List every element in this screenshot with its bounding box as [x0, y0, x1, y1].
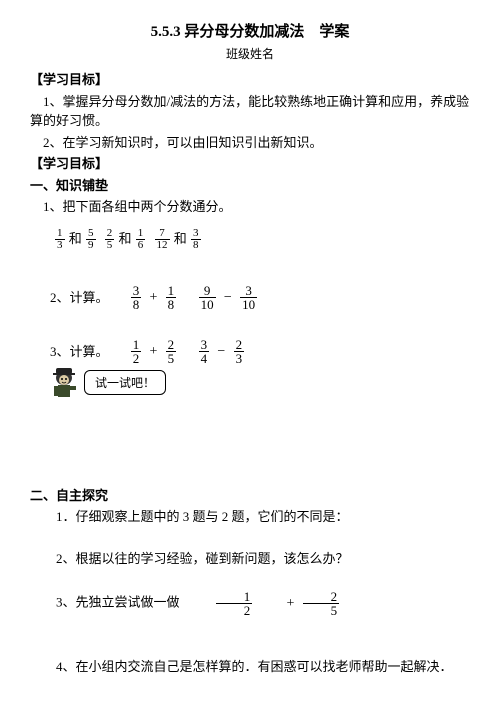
- fraction: 25: [166, 338, 177, 365]
- and-text: 和: [119, 231, 132, 246]
- expression-2a: 38 + 18: [130, 284, 177, 312]
- fraction-group-row: 13 和 59 25 和 16 712 和 38: [54, 225, 470, 252]
- fraction-group-3: 712 和 38: [154, 226, 202, 252]
- fraction: 38: [191, 228, 201, 251]
- fraction: 13: [55, 228, 65, 251]
- sec2-item-3-text: 3、先独立尝试做一做: [56, 595, 180, 610]
- expression-3a: 12 + 25: [130, 338, 177, 366]
- plus-op: +: [150, 284, 158, 312]
- sec2-item-2: 2、根据以往的学习经验，碰到新问题，该怎么办？: [30, 549, 470, 569]
- fraction: 25: [105, 228, 115, 251]
- goal-item-1: 1、掌握异分母分数加/减法的方法，能比较熟练地正确计算和应用，养成验算的好习惯。: [30, 92, 470, 131]
- expression-2b: 910 − 310: [198, 284, 258, 312]
- worksheet-page: 5.5.3 异分母分数加减法 学案 班级姓名 【学习目标】 1、掌握异分母分数加…: [0, 0, 500, 706]
- fraction: 910: [199, 284, 216, 311]
- speech-bubble: 试一试吧！: [84, 370, 166, 395]
- sec1-item-1: 1、把下面各组中两个分数通分。: [30, 197, 470, 217]
- soldier-icon: [50, 364, 80, 400]
- fraction: 712: [155, 228, 170, 251]
- fraction: 310: [240, 284, 257, 311]
- sec1-item-2-row: 2、计算。 38 + 18 910 − 310: [50, 284, 470, 312]
- fraction: 25: [303, 590, 340, 617]
- expression-s2: 12 + 25: [189, 590, 340, 617]
- fraction: 38: [131, 284, 142, 311]
- heading-section-2: 二、自主探究: [30, 486, 470, 506]
- plus-op: +: [150, 338, 158, 366]
- fraction-group-2: 25 和 16: [104, 226, 147, 252]
- heading-goal: 【学习目标】: [30, 70, 470, 90]
- fraction: 23: [234, 338, 245, 365]
- fraction-group-1: 13 和 59: [54, 226, 97, 252]
- fraction: 34: [199, 338, 210, 365]
- page-subtitle: 班级姓名: [30, 45, 470, 62]
- sec2-item-1: 1．仔细观察上题中的 3 题与 2 题，它们的不同是：: [30, 507, 470, 527]
- sec1-item-3-row: 3、计算。 12 + 25 34 − 23: [50, 338, 470, 366]
- fraction: 16: [136, 228, 146, 251]
- page-title: 5.5.3 异分母分数加减法 学案: [30, 20, 470, 41]
- sec2-item-3: 3、先独立尝试做一做 12 + 25: [30, 590, 470, 617]
- fraction: 12: [216, 590, 253, 617]
- heading-goal-2: 【学习目标】: [30, 154, 470, 174]
- sec1-item-3-label: 3、计算。: [50, 339, 109, 365]
- mascot-row: 试一试吧！: [50, 364, 470, 404]
- and-text: 和: [174, 231, 187, 246]
- minus-op: −: [217, 338, 225, 366]
- goal-item-2: 2、在学习新知识时，可以由旧知识引出新知识。: [30, 133, 470, 153]
- sec2-item-4: 4、在小组内交流自己是怎样算的．有困惑可以找老师帮助一起解决．: [30, 657, 470, 677]
- fraction: 18: [166, 284, 177, 311]
- expression-3b: 34 − 23: [198, 338, 245, 366]
- sec1-item-2-label: 2、计算。: [50, 285, 109, 311]
- minus-op: −: [224, 284, 232, 312]
- fraction: 12: [131, 338, 142, 365]
- fraction: 59: [86, 228, 96, 251]
- heading-section-1: 一、知识铺垫: [30, 176, 470, 196]
- and-text: 和: [69, 231, 82, 246]
- plus-op: +: [261, 593, 295, 614]
